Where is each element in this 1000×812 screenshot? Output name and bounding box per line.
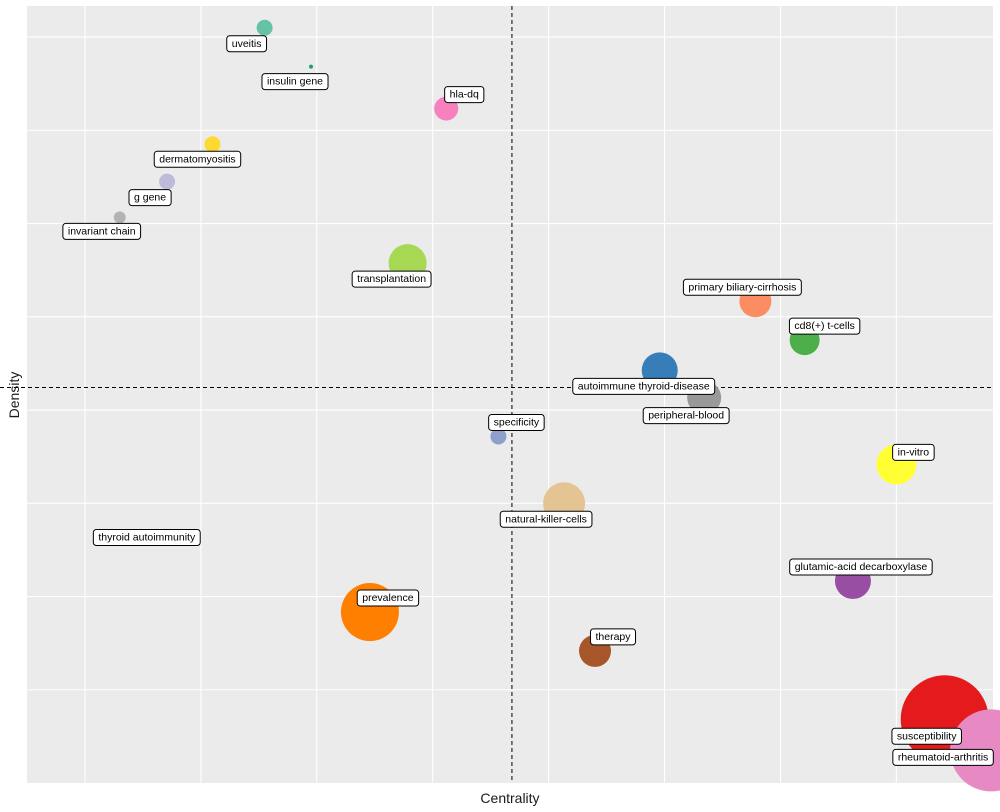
label-text-autoimmune-thyroid-disease: autoimmune thyroid-disease xyxy=(578,380,710,392)
label-text-rheumatoid-arthritis: rheumatoid-arthritis xyxy=(898,751,988,763)
bubble-invariant-chain xyxy=(113,211,126,224)
label-text-prevalence: prevalence xyxy=(362,592,414,604)
label-rheumatoid-arthritis: rheumatoid-arthritis xyxy=(892,748,994,766)
label-box-natural-killer-cells xyxy=(499,510,593,528)
label-text-g-gene: g gene xyxy=(134,192,166,204)
label-hla-dq: hla-dq xyxy=(444,86,485,104)
label-box-in-vitro xyxy=(892,443,935,461)
label-box-insulin-gene xyxy=(261,73,329,91)
label-autoimmune-thyroid-disease: autoimmune thyroid-disease xyxy=(572,377,716,395)
label-cd8-t-cells: cd8(+) t-cells xyxy=(788,317,861,335)
label-text-glutamic-acid-decarboxylase: glutamic-acid decarboxylase xyxy=(795,561,928,573)
label-box-primary-biliary-cirrhosis xyxy=(682,278,802,296)
label-text-invariant-chain: invariant chain xyxy=(68,225,136,237)
label-text-dermatomyositis: dermatomyositis xyxy=(159,153,235,165)
label-box-invariant-chain xyxy=(62,222,142,240)
label-uveitis: uveitis xyxy=(226,35,268,53)
label-text-therapy: therapy xyxy=(595,631,631,643)
label-peripheral-blood: peripheral-blood xyxy=(642,407,730,425)
label-natural-killer-cells: natural-killer-cells xyxy=(499,510,593,528)
bubble-insulin-gene xyxy=(309,64,314,69)
label-specificity: specificity xyxy=(488,413,545,431)
label-g-gene: g gene xyxy=(128,189,172,207)
label-box-cd8-t-cells xyxy=(788,317,861,335)
x-axis-title: Centrality xyxy=(480,790,539,806)
reference-lines xyxy=(0,6,993,783)
label-box-specificity xyxy=(488,413,545,431)
label-thyroid-autoimmunity: thyroid autoimmunity xyxy=(92,528,201,546)
bubble-labels: uveitis insulin gene hla-dq dermatomyositis… xyxy=(62,35,994,766)
label-text-natural-killer-cells: natural-killer-cells xyxy=(505,513,587,525)
label-glutamic-acid-decarboxylase: glutamic-acid decarboxylase xyxy=(789,558,933,576)
label-transplantation: transplantation xyxy=(351,270,432,288)
label-box-autoimmune-thyroid-disease xyxy=(572,377,716,395)
label-primary-biliary-cirrhosis: primary biliary-cirrhosis xyxy=(682,278,802,296)
bubble-uveitis xyxy=(256,19,273,36)
label-susceptibility: susceptibility xyxy=(891,727,962,745)
label-text-peripheral-blood: peripheral-blood xyxy=(648,410,724,422)
label-box-dermatomyositis xyxy=(153,150,242,168)
plot-panel xyxy=(27,6,993,783)
y-axis-title: Density xyxy=(6,372,22,419)
label-box-thyroid-autoimmunity xyxy=(92,528,201,546)
label-box-prevalence xyxy=(356,589,420,607)
label-text-specificity: specificity xyxy=(494,416,540,428)
label-insulin-gene: insulin gene xyxy=(261,73,329,91)
label-box-g-gene xyxy=(128,189,172,207)
label-text-primary-biliary-cirrhosis: primary biliary-cirrhosis xyxy=(688,281,796,293)
label-box-therapy xyxy=(589,628,637,646)
label-box-susceptibility xyxy=(891,727,962,745)
label-text-thyroid-autoimmunity: thyroid autoimmunity xyxy=(98,531,196,543)
label-dermatomyositis: dermatomyositis xyxy=(153,150,242,168)
label-box-transplantation xyxy=(351,270,432,288)
label-in-vitro: in-vitro xyxy=(892,443,935,461)
label-box-glutamic-acid-decarboxylase xyxy=(789,558,933,576)
label-box-peripheral-blood xyxy=(642,407,730,425)
bubble-g-gene xyxy=(159,173,176,190)
label-therapy: therapy xyxy=(589,628,637,646)
label-text-cd8-t-cells: cd8(+) t-cells xyxy=(794,320,854,332)
label-box-rheumatoid-arthritis xyxy=(892,748,994,766)
bubble-dermatomyositis xyxy=(204,136,221,153)
label-invariant-chain: invariant chain xyxy=(62,222,142,240)
bubble-specificity xyxy=(490,428,507,445)
label-box-hla-dq xyxy=(444,86,485,104)
label-text-insulin-gene: insulin gene xyxy=(267,76,323,88)
label-text-in-vitro: in-vitro xyxy=(898,446,930,458)
label-text-transplantation: transplantation xyxy=(357,273,426,285)
label-text-hla-dq: hla-dq xyxy=(450,89,479,101)
label-text-uveitis: uveitis xyxy=(232,38,262,50)
label-prevalence: prevalence xyxy=(356,589,420,607)
label-text-susceptibility: susceptibility xyxy=(897,730,957,742)
label-box-uveitis xyxy=(226,35,268,53)
